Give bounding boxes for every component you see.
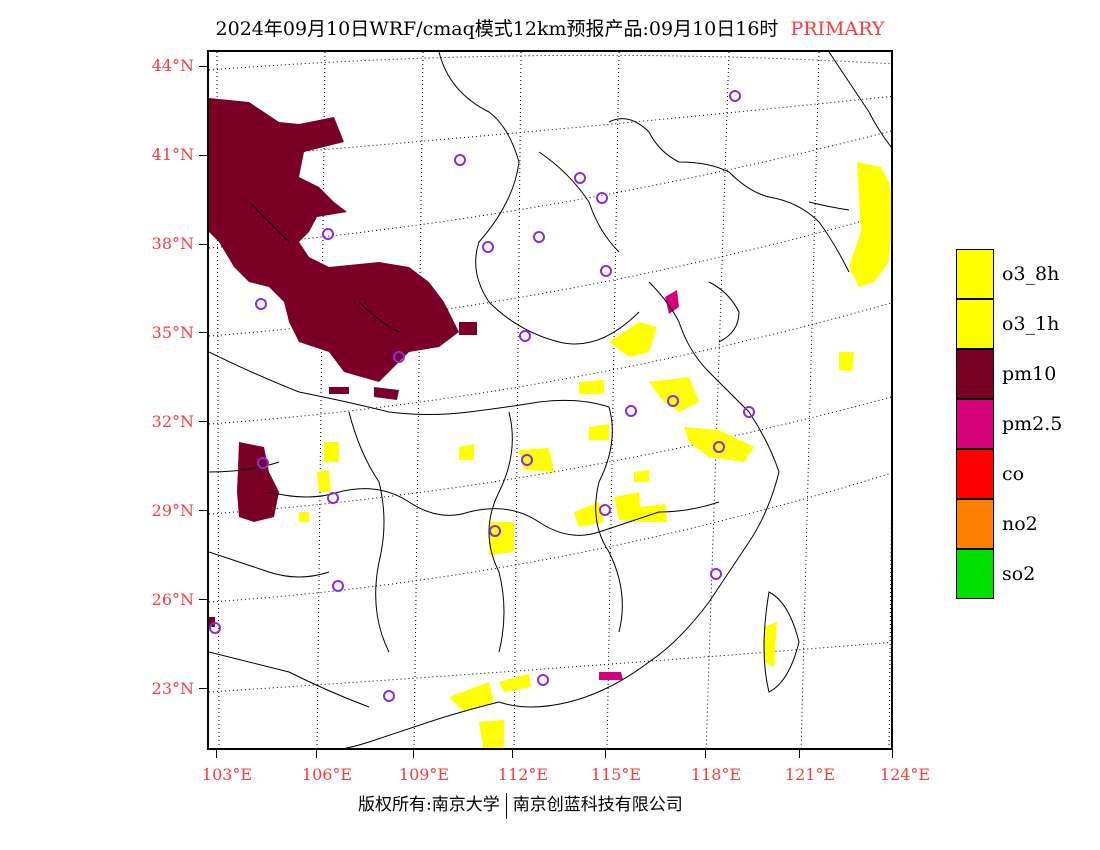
legend-swatch <box>956 399 994 449</box>
lon-label-103: 103°E <box>201 765 253 784</box>
lat-tick <box>199 332 207 333</box>
boundaries <box>209 52 891 748</box>
lon-label-121: 121°E <box>784 765 836 784</box>
title-main: 2024年09月10日WRF/cmaq模式12km预报产品:09月10日16时 <box>215 18 779 40</box>
legend-label: o3_1h <box>1002 313 1060 335</box>
lon-tick <box>705 750 706 758</box>
lon-tick <box>413 750 414 758</box>
lon-label-115: 115°E <box>590 765 642 784</box>
pm25-regions <box>599 290 679 680</box>
legend-label: o3_8h <box>1002 263 1060 285</box>
legend-swatch <box>956 299 994 349</box>
pm10-regions <box>209 98 477 627</box>
o3-regions <box>299 162 891 748</box>
legend-label: pm2.5 <box>1002 413 1063 435</box>
lon-tick <box>605 750 606 758</box>
map-canvas <box>209 52 891 748</box>
lat-tick <box>199 510 207 511</box>
legend-swatch <box>956 249 994 299</box>
title-primary-tag: PRIMARY <box>790 18 885 40</box>
lon-label-112: 112°E <box>497 765 549 784</box>
legend-label: so2 <box>1002 563 1036 585</box>
station-markers <box>209 90 755 702</box>
lat-tick <box>199 66 207 67</box>
map-title: 2024年09月10日WRF/cmaq模式12km预报产品:09月10日16时 P… <box>0 14 1100 41</box>
lon-label-109: 109°E <box>398 765 450 784</box>
lon-tick <box>216 750 217 758</box>
legend-label: no2 <box>1002 513 1038 535</box>
copyright-footer: 版权所有:南京大学 南京创蓝科技有限公司 <box>358 790 683 819</box>
legend-label: pm10 <box>1002 363 1057 385</box>
lat-label-23: 23°N <box>151 679 194 698</box>
legend-swatch <box>956 499 994 549</box>
legend-swatch <box>956 449 994 499</box>
lon-label-106: 106°E <box>301 765 353 784</box>
lon-label-124: 124°E <box>879 765 931 784</box>
lat-label-35: 35°N <box>151 323 194 342</box>
footer-separator <box>505 792 507 819</box>
lat-label-38: 38°N <box>151 234 194 253</box>
legend-label: co <box>1002 463 1025 485</box>
lat-label-41: 41°N <box>151 145 194 164</box>
legend-swatch <box>956 549 994 599</box>
lat-tick <box>199 599 207 600</box>
lat-label-32: 32°N <box>151 412 194 431</box>
lat-label-29: 29°N <box>151 501 194 520</box>
lon-label-118: 118°E <box>690 765 742 784</box>
lat-label-26: 26°N <box>151 590 194 609</box>
lon-tick <box>799 750 800 758</box>
lat-tick <box>199 244 207 245</box>
copyright-left: 版权所有:南京大学 <box>358 795 500 815</box>
legend-swatch <box>956 349 994 399</box>
lon-tick <box>892 750 893 758</box>
lat-tick <box>199 688 207 689</box>
lat-tick <box>199 421 207 422</box>
forecast-map <box>207 50 893 750</box>
lon-tick <box>512 750 513 758</box>
lat-tick <box>199 155 207 156</box>
lat-label-44: 44°N <box>151 56 194 75</box>
copyright-right: 南京创蓝科技有限公司 <box>512 795 683 815</box>
lon-tick <box>316 750 317 758</box>
